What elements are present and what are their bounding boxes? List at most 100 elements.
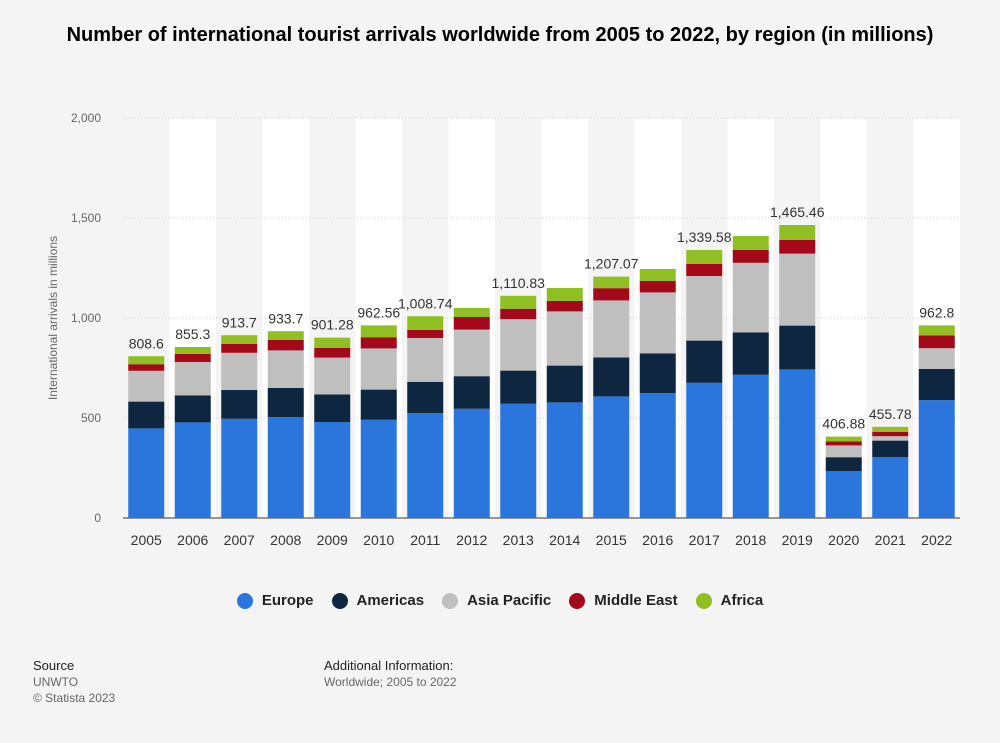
chart-title: Number of international tourist arrivals…	[66, 24, 934, 46]
bar-segment-africa	[360, 325, 397, 338]
legend-label-middle-east: Middle East	[594, 592, 678, 609]
x-tick-label: 2020	[828, 532, 859, 548]
bar-segment-middle-east	[872, 431, 909, 437]
bar-segment-europe	[174, 422, 211, 518]
bar-segment-africa	[825, 436, 862, 442]
legend-swatch-americas	[331, 592, 348, 609]
total-data-label: 962.8	[919, 304, 954, 320]
bar-segment-middle-east	[128, 364, 165, 371]
x-tick-label: 2016	[642, 532, 673, 548]
source-text[interactable]: UNWTO	[33, 675, 79, 689]
bar-segment-middle-east	[407, 329, 444, 338]
y-tick-label: 2,000	[71, 111, 101, 125]
y-tick-label: 500	[81, 411, 101, 425]
bar-segment-europe	[732, 374, 769, 518]
x-tick-label: 2014	[549, 532, 580, 548]
bar-segment-europe	[267, 417, 304, 518]
bar-segment-europe	[221, 418, 258, 518]
bar-segment-africa	[314, 337, 351, 348]
legend-swatch-africa	[695, 592, 712, 609]
legend-item-africa[interactable]: Africa	[695, 592, 764, 609]
bar-segment-europe	[639, 393, 676, 518]
bar-segment-europe	[779, 369, 816, 518]
x-tick-label: 2007	[224, 532, 255, 548]
bar-segment-africa	[639, 269, 676, 281]
legend-swatch-europe	[236, 592, 253, 609]
bar-segment-middle-east	[314, 348, 351, 358]
bar-segment-africa	[546, 288, 583, 301]
bar-segment-asia-pacific	[639, 292, 676, 354]
bar-segment-americas	[779, 325, 816, 370]
legend-item-europe[interactable]: Europe	[236, 592, 314, 609]
bar-segment-europe	[546, 402, 583, 518]
legend-item-asia-pacific[interactable]: Asia Pacific	[442, 592, 551, 609]
total-data-label: 1,207.07	[584, 256, 639, 272]
bar-segment-europe	[407, 413, 444, 518]
bar-segment-middle-east	[546, 300, 583, 312]
x-tick-label: 2006	[177, 532, 208, 548]
legend-label-africa: Africa	[720, 592, 764, 609]
y-tick-label: 0	[94, 511, 101, 525]
bar-segment-asia-pacific	[593, 300, 630, 358]
x-tick-label: 2009	[317, 532, 348, 548]
legend-swatch-middle-east	[569, 592, 586, 609]
bar-segment-asia-pacific	[267, 350, 304, 388]
bar-segment-africa	[732, 236, 769, 250]
stacked-bar-chart: 0 500 1,000 1,500 2,000 808.6 2005 855.3 2006 913…	[46, 111, 960, 548]
additional-info-heading: Additional Information:	[324, 658, 454, 673]
bar-segment-americas	[686, 340, 723, 383]
legend-item-americas[interactable]: Americas	[331, 592, 424, 609]
y-axis-label: International arrivals in millions	[46, 236, 60, 400]
bar-segment-asia-pacific	[546, 311, 583, 366]
bar-segment-africa	[453, 308, 490, 317]
x-tick-label: 2019	[782, 532, 813, 548]
bar-segment-asia-pacific	[732, 262, 769, 333]
x-tick-label: 2011	[410, 532, 440, 548]
x-tick-label: 2013	[503, 532, 534, 548]
bar-segment-americas	[128, 401, 165, 429]
total-data-label: 962.56	[357, 304, 400, 320]
bar-segment-africa	[221, 335, 258, 344]
copyright-text: © Statista 2023	[33, 691, 116, 705]
total-data-label: 913.7	[222, 314, 257, 330]
additional-info-block: Additional Information: Worldwide; 2005 …	[324, 658, 457, 690]
bar-segment-europe	[918, 400, 955, 518]
legend-swatch-asia-pacific	[442, 592, 459, 609]
bar-segment-asia-pacific	[221, 352, 258, 390]
bar-segment-europe	[500, 403, 537, 518]
bar-segment-middle-east	[732, 250, 769, 263]
total-data-label: 901.28	[311, 317, 354, 333]
bar-segment-middle-east	[825, 441, 862, 446]
bar-segment-europe	[686, 382, 723, 518]
chart-legend: Europe Americas Asia Pacific Middle East…	[0, 592, 1000, 609]
bar-segment-africa	[407, 316, 444, 330]
bar-segment-asia-pacific	[918, 348, 955, 369]
bar-segment-middle-east	[267, 340, 304, 351]
bar-segment-europe	[314, 422, 351, 518]
bar-segment-americas	[500, 370, 537, 404]
bar-segment-middle-east	[500, 308, 537, 320]
bar-segment-asia-pacific	[128, 370, 165, 402]
bar-segment-asia-pacific	[872, 436, 909, 441]
bar-segment-asia-pacific	[453, 329, 490, 377]
legend-item-middle-east[interactable]: Middle East	[569, 592, 678, 609]
bar-segment-europe	[872, 457, 909, 518]
bar-segment-europe	[593, 396, 630, 518]
total-data-label: 933.7	[268, 310, 303, 326]
bar-segment-europe	[453, 408, 490, 518]
bar-segment-americas	[872, 440, 909, 457]
bar-segment-africa	[872, 426, 909, 432]
bar-segment-europe	[360, 419, 397, 518]
x-tick-label: 2012	[456, 532, 487, 548]
bar-segment-asia-pacific	[500, 319, 537, 371]
bar-segment-africa	[500, 295, 537, 309]
x-tick-label: 2015	[596, 532, 627, 548]
total-data-label: 455.78	[869, 406, 912, 422]
bar-segment-asia-pacific	[360, 348, 397, 390]
bar-segment-africa	[174, 347, 211, 354]
total-data-label: 406.88	[822, 416, 865, 432]
bar-segment-middle-east	[593, 288, 630, 301]
legend-label-asia-pacific: Asia Pacific	[467, 592, 552, 609]
bar-segment-americas	[360, 389, 397, 420]
bar-segment-americas	[918, 369, 955, 401]
